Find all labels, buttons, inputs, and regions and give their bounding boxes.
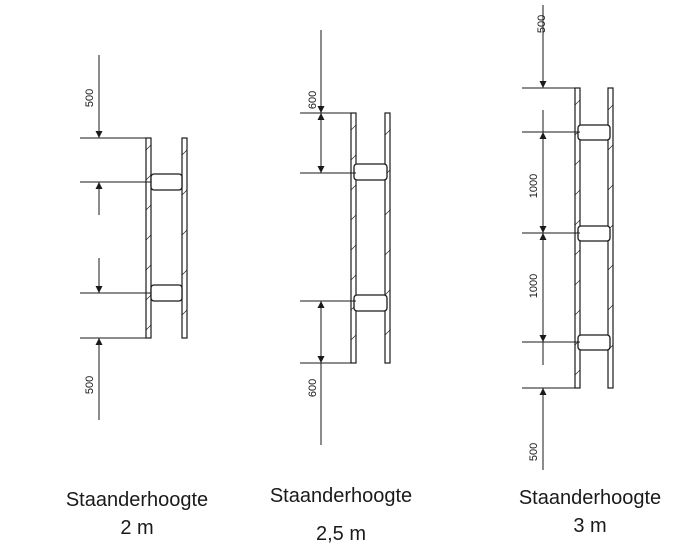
diagram-2-5m: 600 600 (300, 30, 391, 445)
diagram-2m: 500 500 (80, 55, 188, 420)
caption-2m: Staanderhoogte 2 m (37, 486, 237, 542)
post-right-2-5m (384, 112, 391, 364)
spacer-block-2-5m-top (353, 163, 388, 181)
post-right-2m (181, 137, 188, 339)
dimension-label-2-5m-top: 600 (307, 91, 319, 109)
dimension-label-3m-middle-1: 1000 (528, 174, 540, 198)
dimension-bottom-3m: 500 (528, 342, 547, 470)
dimension-label-3m-bottom: 500 (528, 443, 540, 461)
caption-height-2m: 2 m (120, 517, 154, 539)
spacer-block-2m-bottom (150, 284, 183, 302)
caption-title-2m: Staanderhoogte (65, 489, 209, 511)
dimension-bottom-2m: 500 (84, 258, 103, 420)
spacer-block-3m-bottom (577, 334, 611, 351)
spacer-block-2-5m-bottom (353, 294, 388, 312)
dimension-label-3m-middle-2: 1000 (528, 274, 540, 298)
dimension-bottom-2-5m: 600 (307, 301, 325, 445)
dimension-label-3m-top: 500 (536, 15, 548, 33)
spacer-block-3m-middle (577, 225, 611, 242)
spacer-block-2m-top (150, 173, 183, 191)
dimension-label-2m-top: 500 (84, 89, 96, 107)
caption-height-3m: 3 m (573, 515, 607, 537)
dimension-top-2m: 500 (84, 55, 103, 215)
dimension-label-2m-bottom: 500 (84, 376, 96, 394)
diagram-3m: 500 1000 1000 500 (522, 5, 614, 470)
dimension-middle-3m-2: 1000 (528, 233, 547, 342)
dimension-top-3m: 500 (536, 5, 548, 132)
post-left-2-5m (350, 112, 357, 364)
dimension-middle-3m-1: 1000 (528, 132, 547, 233)
caption-2-5m: Staanderhoogte 2,5 m (241, 482, 441, 548)
dimension-top-2-5m: 600 (307, 30, 325, 173)
post-left-2m (145, 137, 152, 339)
caption-height-2-5m: 2,5 m (315, 523, 367, 545)
dimension-label-2-5m-bottom: 600 (307, 379, 319, 397)
caption-title-2-5m: Staanderhoogte (269, 485, 413, 507)
spacer-block-3m-top (577, 124, 611, 141)
caption-3m: Staanderhoogte 3 m (490, 484, 690, 540)
caption-title-3m: Staanderhoogte (518, 487, 662, 509)
